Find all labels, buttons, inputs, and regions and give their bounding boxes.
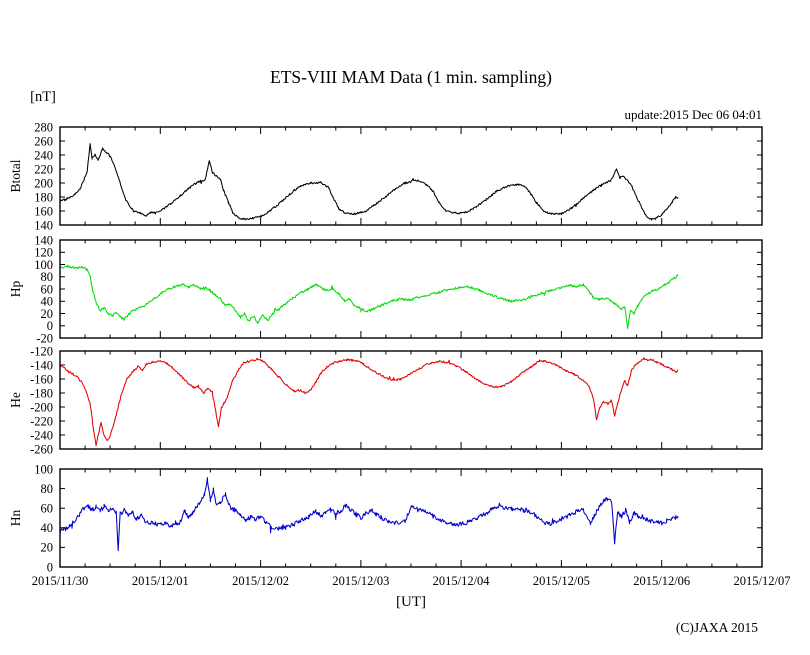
y-tick-label: 260 <box>34 134 53 148</box>
plot-border <box>59 350 763 450</box>
x-axis-tick-labels: 2015/11/30 2015/12/01 2015/12/02 2015/12/03… <box>32 574 791 588</box>
axis-title-btotal: Btotal <box>8 159 23 192</box>
axis-title-hn: Hn <box>8 510 23 527</box>
y-tick-label: 120 <box>34 246 53 260</box>
y-tick-label: 40 <box>41 295 54 309</box>
y-tick-label: -220 <box>30 414 53 428</box>
x-tick-label: 2015/12/05 <box>533 574 590 588</box>
x-tick-label: 2015/12/07 <box>734 574 791 588</box>
y-tick-label: 100 <box>34 258 53 272</box>
y-tick-label: 20 <box>41 307 54 321</box>
y-tick-label: 60 <box>41 502 54 516</box>
x-axis-title: [UT] <box>396 594 426 610</box>
update-timestamp: update:2015 Dec 06 04:01 <box>624 107 762 122</box>
series-line-hp <box>60 264 679 330</box>
x-tick-label: 2015/12/02 <box>232 574 289 588</box>
x-tick-label: 2015/12/01 <box>132 574 189 588</box>
series-line-hn <box>60 477 679 552</box>
y-tick-label: 180 <box>34 190 53 204</box>
axis-title-he: He <box>8 392 23 408</box>
y-tick-label: 60 <box>41 282 54 296</box>
y-tick-label: 80 <box>41 270 54 284</box>
copyright-label: (C)JAXA 2015 <box>676 620 758 635</box>
y-tick-label: 80 <box>41 482 54 496</box>
axis-title-hp: Hp <box>8 281 23 298</box>
panel-he: -120-140-160-180-200-220-240-260 <box>30 344 763 456</box>
y-tick-label: 40 <box>41 521 54 535</box>
x-tick-label: 2015/12/03 <box>332 574 389 588</box>
y-tick-label: -240 <box>30 428 53 442</box>
series-line-he <box>60 357 679 447</box>
chart-title: ETS-VIII MAM Data (1 min. sampling) <box>270 67 552 87</box>
x-tick-label: 2015/12/06 <box>633 574 690 588</box>
y-tick-label: 140 <box>34 218 53 232</box>
y-tick-label: 280 <box>34 120 53 134</box>
y-tick-label: -20 <box>36 331 53 345</box>
y-tick-label: 140 <box>34 233 53 247</box>
y-tick-label: 0 <box>47 560 53 574</box>
plot-border <box>59 126 763 226</box>
y-tick-label: 240 <box>34 148 53 162</box>
series-line-btotal <box>60 143 679 221</box>
y-tick-label: 200 <box>34 176 53 190</box>
y-tick-label: 160 <box>34 204 53 218</box>
y-tick-label: -260 <box>30 442 53 456</box>
x-tick-label: 2015/11/30 <box>32 574 88 588</box>
plot-border <box>59 468 763 568</box>
y-units-label: [nT] <box>30 89 56 105</box>
y-tick-label: -200 <box>30 400 53 414</box>
plot-border <box>59 239 763 339</box>
y-tick-label: -140 <box>30 358 53 372</box>
panel-hn: 100 80 60 40 20 0 <box>34 462 763 574</box>
y-tick-label: -160 <box>30 372 53 386</box>
y-tick-label: 100 <box>34 462 53 476</box>
y-tick-label: -180 <box>30 386 53 400</box>
y-tick-label: -120 <box>30 344 53 358</box>
y-tick-label: 20 <box>41 541 54 555</box>
y-tick-label: 220 <box>34 162 53 176</box>
y-tick-label: 0 <box>47 319 53 333</box>
x-tick-label: 2015/12/04 <box>433 574 491 588</box>
